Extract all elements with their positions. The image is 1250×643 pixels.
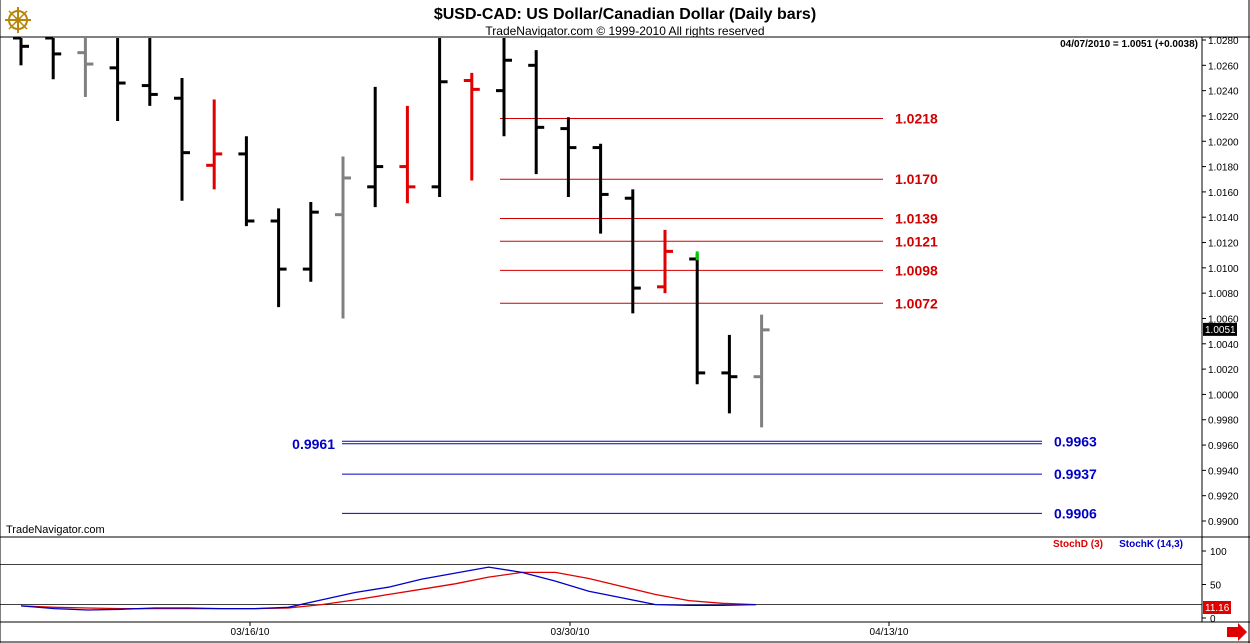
resistance-label: 1.0072: [895, 295, 938, 311]
ohlc-bar: [463, 72, 480, 181]
price-tick-label: 1.0020: [1208, 365, 1239, 376]
last-price-tag: 1.0051: [1203, 322, 1237, 336]
stoch-tick-label: 50: [1210, 581, 1222, 592]
price-tick-label: 0.9900: [1208, 517, 1239, 528]
ohlc-bar: [335, 156, 351, 319]
price-tick-label: 1.0200: [1208, 137, 1239, 148]
ohlc-bar: [270, 208, 287, 308]
price-tick-label: 0.9940: [1208, 466, 1239, 477]
support-label: 0.9961: [292, 436, 335, 452]
price-tick-label: 0.9960: [1208, 441, 1239, 452]
ohlc-bar: [496, 38, 512, 137]
ohlc-bar: [45, 36, 62, 80]
ohlc-bars: [13, 36, 770, 428]
date-tick-label: 03/30/10: [551, 627, 590, 638]
price-levels: 1.0218 1.0170 1.0139 1.0121 1.0098 1.0072 0.99…: [292, 110, 1097, 521]
price-tick-label: 1.0160: [1208, 188, 1239, 199]
price-tick-label: 1.0120: [1208, 239, 1239, 250]
resistance-label: 1.0098: [895, 262, 938, 278]
price-tick-label: 1.0260: [1208, 61, 1239, 72]
ohlc-bar: [367, 86, 384, 208]
ohlc-bar: [174, 77, 190, 201]
price-tick-label: 1.0100: [1208, 264, 1239, 275]
support-label: 0.9937: [1054, 466, 1097, 482]
resistance-label: 1.0139: [895, 210, 938, 226]
stoch-d-legend: StochD (3): [1053, 539, 1103, 550]
price-tick-label: 1.0180: [1208, 163, 1239, 174]
stoch-tick-label: 100: [1210, 547, 1227, 558]
ohlc-bar: [13, 36, 29, 66]
copyright-subtitle: TradeNavigator.com © 1999-2010 All right…: [485, 24, 764, 38]
ohlc-bar: [431, 38, 448, 197]
stoch-last-value: 11.16: [1205, 603, 1230, 614]
price-tick-label: 1.0080: [1208, 289, 1239, 300]
price-tick-label: 1.0000: [1208, 390, 1239, 401]
ohlc-bar: [109, 38, 126, 122]
stoch-tick-label: 0: [1210, 614, 1216, 625]
stoch-panel: [0, 537, 1250, 643]
chart-title: $USD-CAD: US Dollar/Canadian Dollar (Dai…: [434, 6, 816, 23]
last-price-label: 1.0051: [1205, 325, 1236, 336]
stoch-lines: [20, 566, 756, 611]
stoch-k-line: [20, 566, 756, 611]
ohlc-bar: [560, 117, 577, 197]
support-label: 0.9906: [1054, 505, 1097, 521]
scroll-right-arrow-icon[interactable]: [1227, 623, 1247, 641]
price-tick-label: 0.9980: [1208, 416, 1239, 427]
price-axis: 1.0280 1.0260 1.0240 1.0220 1.0200 1.0180 1.01…: [1202, 36, 1239, 528]
ohlc-bar: [399, 105, 416, 204]
ohlc-bar: [528, 50, 545, 175]
price-tick-label: 1.0220: [1208, 112, 1239, 123]
date-tick-label: 03/16/10: [231, 627, 270, 638]
ohlc-bar: [657, 229, 673, 294]
stoch-last-tag: 11.16: [1203, 601, 1231, 614]
ohlc-bar: [624, 189, 641, 314]
price-tick-label: 1.0140: [1208, 213, 1239, 224]
ohlc-bar: [206, 99, 223, 190]
price-tick-label: 1.0040: [1208, 340, 1239, 351]
date-axis: 03/16/10 03/30/10 04/13/10: [231, 622, 909, 638]
ohlc-bar: [141, 38, 158, 106]
last-bar-info: 04/07/2010 = 1.0051 (+0.0038): [1060, 39, 1198, 50]
resistance-label: 1.0121: [895, 233, 938, 249]
price-tick-label: 1.0240: [1208, 87, 1239, 98]
ohlc-bar: [302, 202, 319, 282]
ohlc-bar: [721, 334, 738, 414]
watermark: TradeNavigator.com: [6, 524, 105, 536]
stoch-axis: 100 50 0: [0, 547, 1227, 625]
price-tick-label: 0.9920: [1208, 492, 1239, 503]
price-tick-label: 1.0060: [1208, 314, 1239, 325]
ohlc-bar: [77, 38, 94, 97]
trade-navigator-logo-icon: [5, 7, 31, 33]
price-tick-label: 1.0280: [1208, 36, 1239, 47]
ohlc-bar: [592, 143, 609, 234]
ohlc-bar: [238, 136, 255, 227]
date-tick-label: 04/13/10: [870, 627, 909, 638]
stoch-k-legend: StochK (14,3): [1119, 539, 1183, 550]
resistance-label: 1.0170: [895, 171, 938, 187]
support-label: 0.9963: [1054, 433, 1097, 449]
ohlc-bar: [753, 314, 770, 428]
resistance-label: 1.0218: [895, 110, 938, 126]
ohlc-bar: [689, 253, 706, 385]
